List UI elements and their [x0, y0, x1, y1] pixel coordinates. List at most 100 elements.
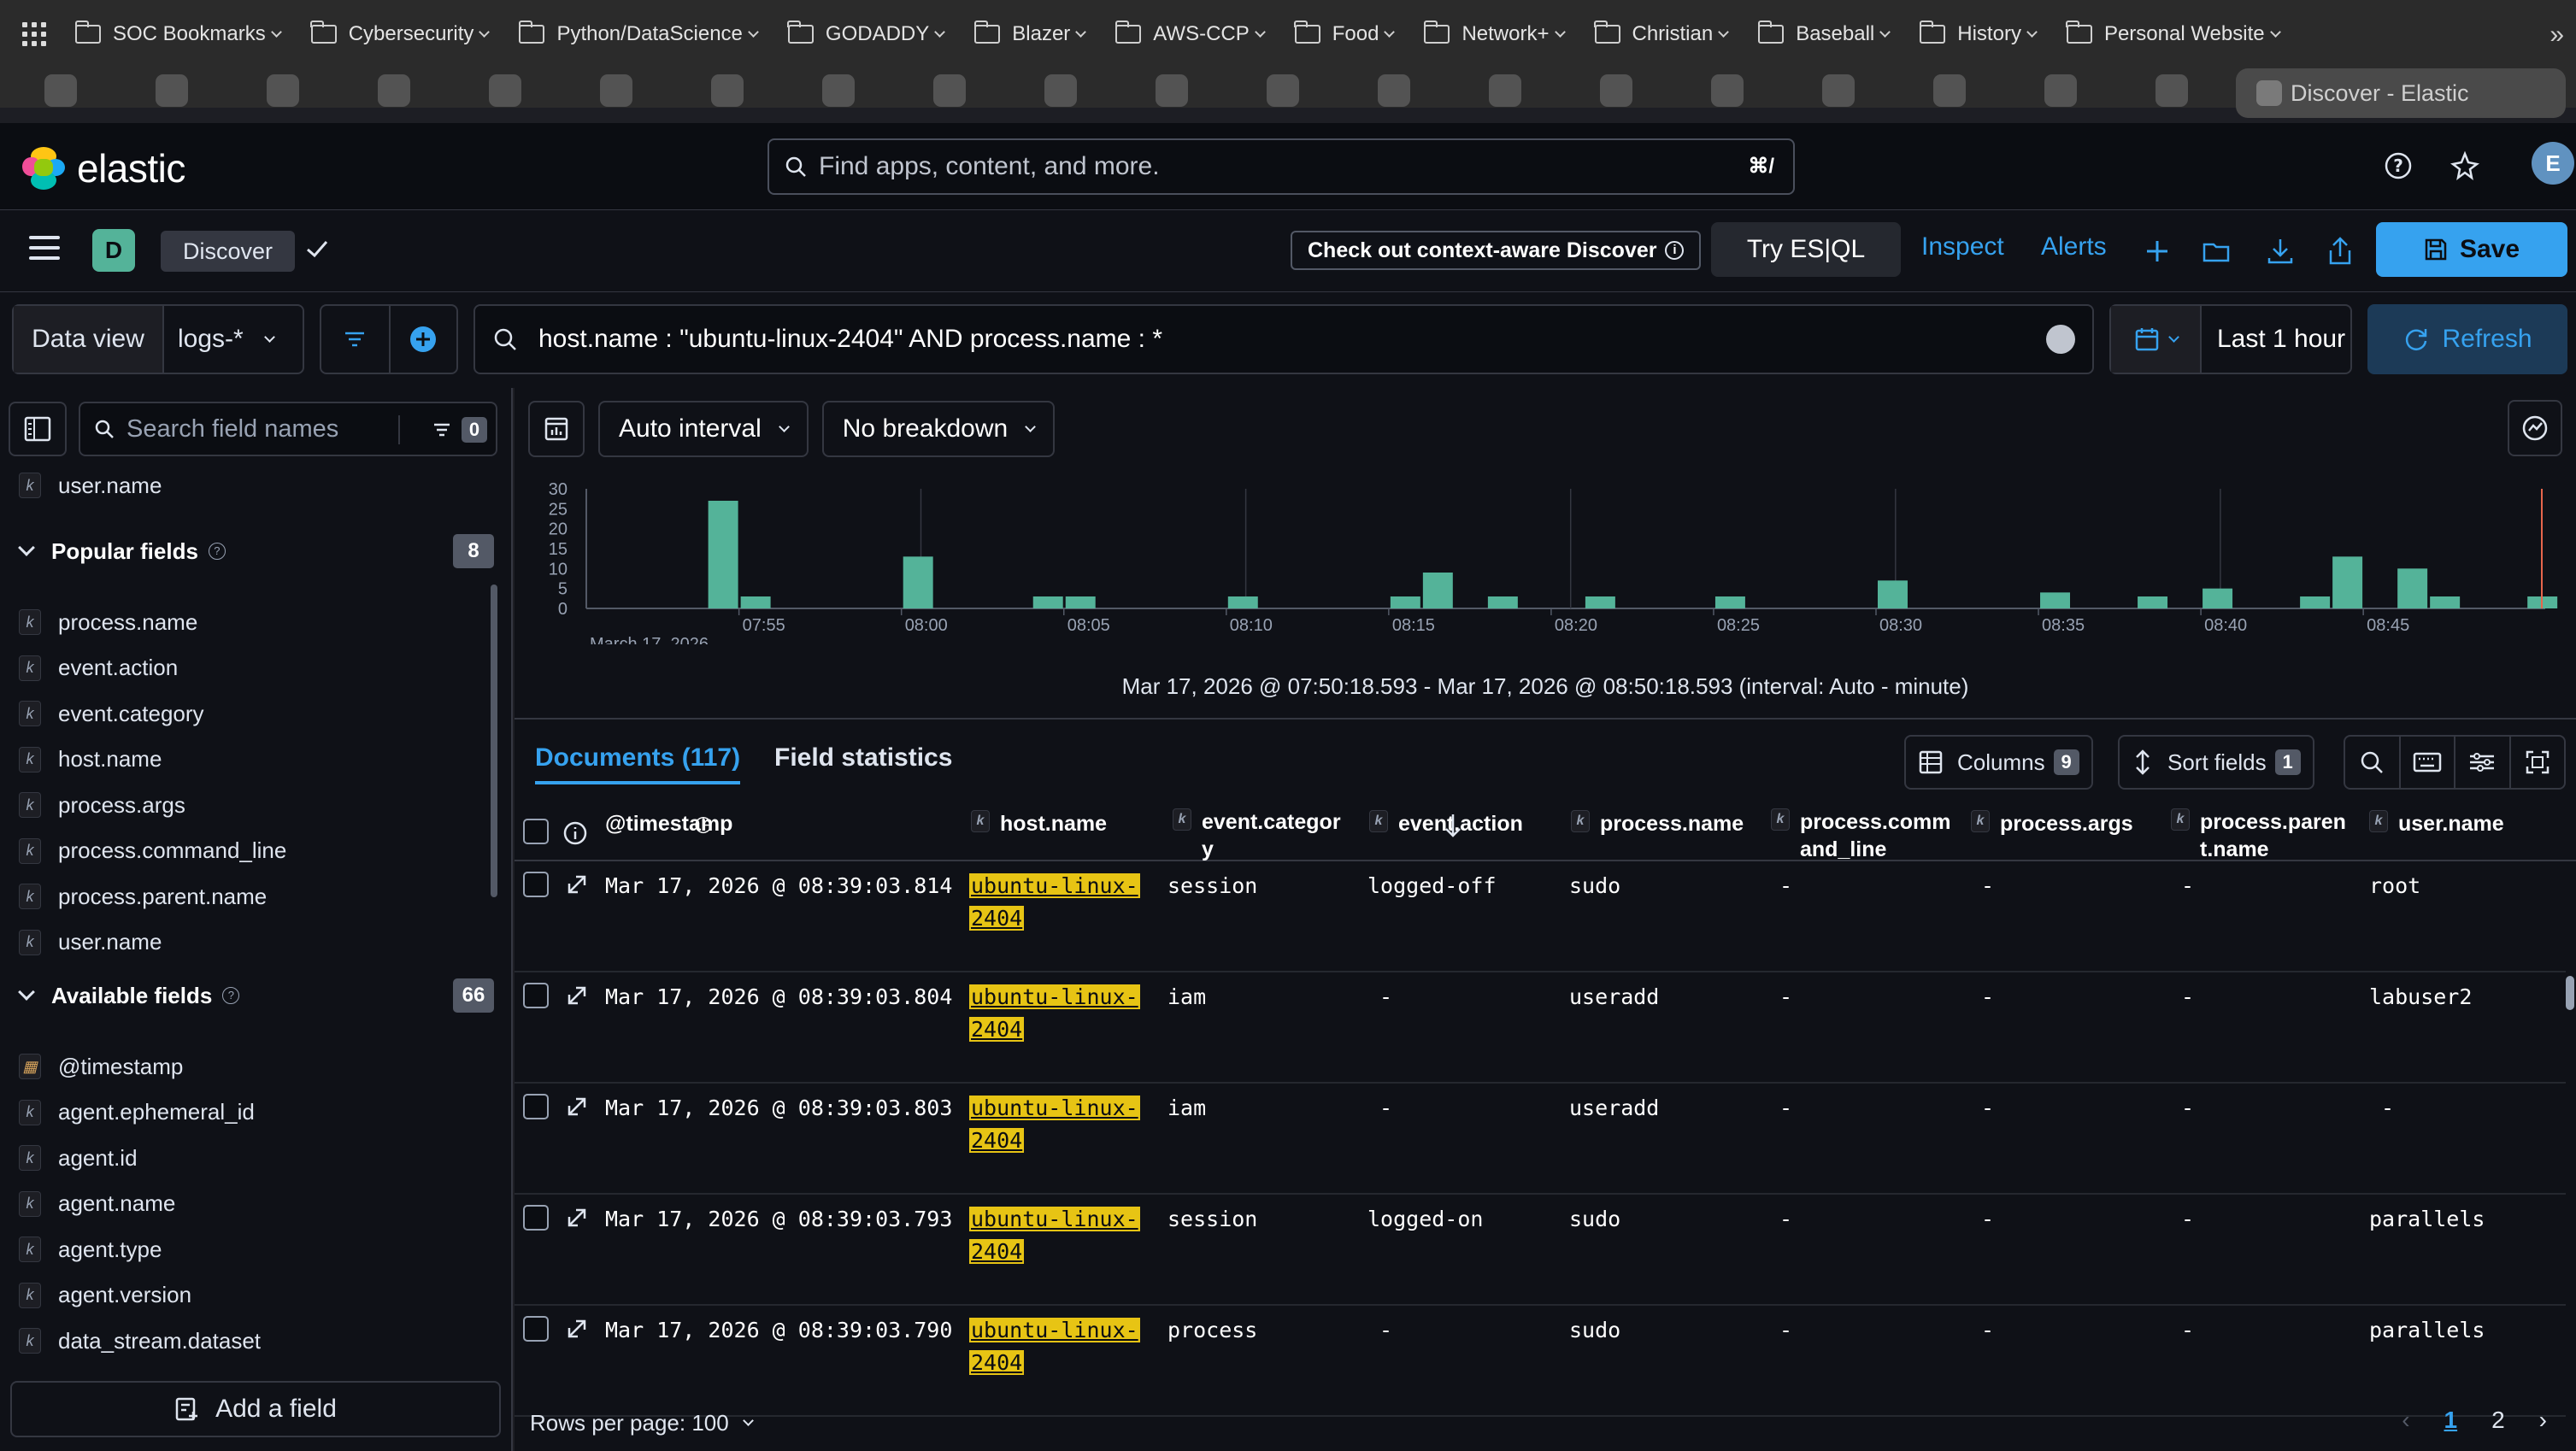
histogram-bar[interactable]: [1390, 596, 1420, 608]
field-item[interactable]: k user.name: [19, 470, 162, 501]
row-checkbox[interactable]: [523, 872, 549, 897]
pinned-browser-tab[interactable]: [1567, 67, 1665, 115]
chart-actions-button[interactable]: [2508, 400, 2562, 456]
bookmark-folder[interactable]: GODADDY: [787, 21, 946, 46]
pinned-browser-tab[interactable]: [1679, 67, 1776, 115]
field-item[interactable]: k process.command_line: [19, 836, 286, 866]
page-2-link[interactable]: 2: [2491, 1407, 2505, 1433]
pinned-browser-tab[interactable]: [1456, 67, 1554, 115]
pinned-browser-tab[interactable]: [456, 67, 554, 115]
histogram-bar[interactable]: [2332, 556, 2363, 608]
pinned-browser-tab[interactable]: [123, 67, 221, 115]
help-icon[interactable]: ?: [2381, 149, 2415, 183]
field-item[interactable]: k process.parent.name: [19, 881, 267, 912]
histogram-bar[interactable]: [740, 596, 771, 608]
bookmark-folder[interactable]: Network+: [1423, 21, 1566, 46]
histogram-bar[interactable]: [1065, 596, 1096, 608]
pinned-browser-tab[interactable]: [679, 67, 776, 115]
pinned-browser-tab[interactable]: [12, 67, 109, 115]
field-item[interactable]: k process.name: [19, 607, 197, 637]
histogram-bar[interactable]: [2430, 596, 2461, 608]
next-page-icon[interactable]: ›: [2538, 1407, 2547, 1433]
bookmark-folder[interactable]: Blazer: [973, 21, 1087, 46]
active-browser-tab[interactable]: Discover - Elastic: [2236, 68, 2566, 118]
histogram-bar[interactable]: [2397, 568, 2428, 608]
column-header[interactable]: k user.name: [2369, 810, 2576, 837]
histogram-bar[interactable]: [2138, 596, 2168, 608]
pinned-browser-tab[interactable]: [1234, 67, 1332, 115]
column-header[interactable]: k process.name: [1571, 810, 1788, 837]
sort-descending-icon[interactable]: [1443, 812, 1463, 839]
field-item[interactable]: k user.name: [19, 927, 162, 958]
grid-search-button[interactable]: [2345, 737, 2399, 788]
row-checkbox[interactable]: [523, 1205, 549, 1231]
column-header[interactable]: k host.name: [971, 810, 1188, 837]
bookmark-folder[interactable]: History: [1919, 21, 2038, 46]
try-esql-button[interactable]: Try ES|QL: [1711, 222, 1901, 277]
tab-field-statistics[interactable]: Field statistics: [774, 743, 953, 772]
open-search-icon[interactable]: [2202, 236, 2232, 267]
field-item[interactable]: k agent.name: [19, 1189, 175, 1219]
user-avatar[interactable]: E: [2532, 142, 2574, 185]
download-icon[interactable]: [2265, 236, 2296, 267]
keyboard-shortcuts-button[interactable]: [2398, 737, 2455, 788]
histogram-bar[interactable]: [2300, 596, 2331, 608]
interval-select[interactable]: Auto interval: [598, 401, 809, 457]
table-scrollbar[interactable]: [2566, 976, 2574, 1010]
field-item[interactable]: k host.name: [19, 744, 162, 775]
field-item[interactable]: k data_stream.dataset: [19, 1325, 261, 1356]
pinned-browser-tab[interactable]: [2123, 67, 2220, 115]
info-icon[interactable]: [562, 820, 588, 846]
pinned-browser-tab[interactable]: [1123, 67, 1220, 115]
select-all-checkbox[interactable]: [523, 819, 549, 844]
space-badge[interactable]: D: [92, 229, 135, 272]
elastic-logo[interactable]: elastic: [22, 145, 185, 191]
add-filter-button[interactable]: [388, 306, 456, 373]
pinned-browser-tab[interactable]: [1345, 67, 1443, 115]
breakdown-select[interactable]: No breakdown: [821, 401, 1056, 457]
pinned-browser-tab[interactable]: [568, 67, 665, 115]
columns-button[interactable]: Columns 9: [1904, 735, 2093, 790]
field-item[interactable]: k agent.id: [19, 1143, 138, 1173]
breadcrumb-discover[interactable]: Discover: [161, 231, 296, 272]
bookmark-folder[interactable]: Baseball: [1757, 21, 1891, 46]
display-settings-button[interactable]: [2454, 737, 2509, 788]
page-1-link[interactable]: 1: [2444, 1407, 2458, 1433]
row-checkbox[interactable]: [523, 983, 549, 1008]
pinned-browser-tab[interactable]: [1790, 67, 1887, 115]
field-item[interactable]: k event.action: [19, 653, 178, 684]
bookmark-folder[interactable]: Food: [1294, 21, 1396, 46]
newsfeed-icon[interactable]: [2448, 149, 2482, 183]
field-search-input[interactable]: Search field names 0: [79, 402, 497, 456]
histogram-bar[interactable]: [1877, 580, 1908, 608]
collapse-sidebar-button[interactable]: [9, 402, 67, 456]
inspect-link[interactable]: Inspect: [1921, 232, 2004, 261]
histogram-bar[interactable]: [1032, 596, 1063, 608]
fullscreen-button[interactable]: [2508, 737, 2565, 788]
bookmark-folder[interactable]: SOC Bookmarks: [74, 21, 282, 46]
bookmarks-overflow-icon[interactable]: »: [2550, 21, 2564, 49]
bookmark-folder[interactable]: Christian: [1594, 21, 1730, 46]
histogram-bar[interactable]: [708, 501, 738, 608]
histogram-bar[interactable]: [1487, 596, 1518, 608]
pinned-browser-tab[interactable]: [345, 67, 443, 115]
menu-icon[interactable]: [29, 236, 60, 260]
pinned-browser-tab[interactable]: [790, 67, 887, 115]
table-row[interactable]: Mar 17, 2026 @ 08:39:03.790 ubuntu-linux-…: [515, 1306, 2566, 1417]
expand-icon[interactable]: [566, 1096, 588, 1118]
add-field-button[interactable]: Add a field: [10, 1381, 501, 1437]
table-row[interactable]: Mar 17, 2026 @ 08:39:03.814 ubuntu-linux-…: [515, 861, 2566, 972]
histogram-bar[interactable]: [1227, 596, 1258, 608]
column-header[interactable]: k event.action: [1369, 810, 1586, 837]
quick-select-button[interactable]: [2111, 306, 2202, 373]
field-type-filter-button[interactable]: 0: [398, 415, 487, 444]
popular-fields-header[interactable]: Popular fields ? 8: [15, 533, 494, 569]
clear-query-icon[interactable]: [2046, 325, 2075, 354]
pinned-browser-tab[interactable]: [2012, 67, 2109, 115]
bookmark-folder[interactable]: AWS-CCP: [1115, 21, 1266, 46]
refresh-button[interactable]: Refresh: [2367, 304, 2567, 374]
expand-icon[interactable]: [566, 1207, 588, 1229]
chart-toggle-button[interactable]: [528, 401, 585, 457]
apps-grid-icon[interactable]: [19, 19, 50, 50]
expand-icon[interactable]: [566, 984, 588, 1007]
